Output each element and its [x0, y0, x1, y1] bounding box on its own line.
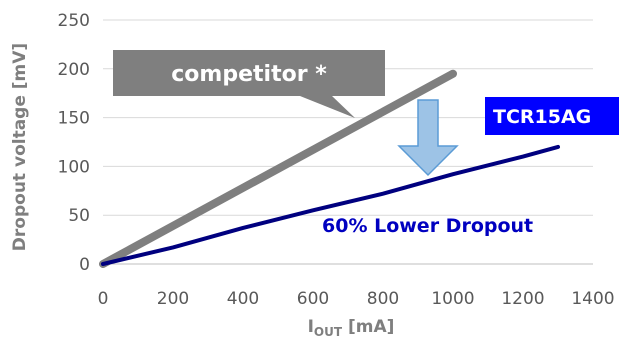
tcr15ag-badge-label: TCR15AG	[493, 106, 591, 128]
x-tick-0: 0	[98, 289, 109, 309]
improvement-note: 60% Lower Dropout	[322, 215, 533, 237]
y-tick-50: 50	[68, 206, 90, 226]
competitor-callout-label: competitor *	[171, 62, 327, 87]
x-tick-400: 400	[227, 289, 259, 309]
x-axis-title-unit: [mA]	[342, 317, 394, 337]
x-tick-800: 800	[367, 289, 399, 309]
x-tick-1000: 1000	[431, 289, 474, 309]
x-axis-title: IOUT [mA]	[308, 317, 395, 339]
x-tick-1200: 1200	[501, 289, 544, 309]
x-tick-200: 200	[157, 289, 189, 309]
competitor-callout-pointer	[300, 96, 355, 118]
tcr15ag-badge: TCR15AG	[485, 97, 619, 135]
y-tick-0: 0	[79, 255, 90, 275]
y-axis-title: Dropout voltage [mV]	[10, 43, 30, 251]
tcr15ag-badge-box	[485, 97, 619, 135]
y-tick-labels: 0 50 100 150 200 250	[58, 11, 90, 275]
x-axis-title-main: I	[308, 317, 314, 337]
y-tick-150: 150	[58, 109, 90, 129]
series-lines	[99, 69, 560, 268]
competitor-callout: competitor *	[113, 50, 385, 118]
y-tick-200: 200	[58, 60, 90, 80]
down-arrow-icon	[397, 99, 459, 177]
x-tick-labels: 0 200 400 600 800 1000 1200 1400	[98, 289, 615, 309]
x-tick-600: 600	[297, 289, 329, 309]
y-tick-100: 100	[58, 157, 90, 177]
series-line-competitor	[99, 69, 457, 268]
x-axis-title-sub: OUT	[314, 325, 343, 339]
competitor-callout-box	[113, 50, 385, 96]
y-tick-250: 250	[58, 11, 90, 31]
x-tick-1400: 1400	[571, 289, 614, 309]
series-line-tcr15ag	[101, 144, 560, 266]
